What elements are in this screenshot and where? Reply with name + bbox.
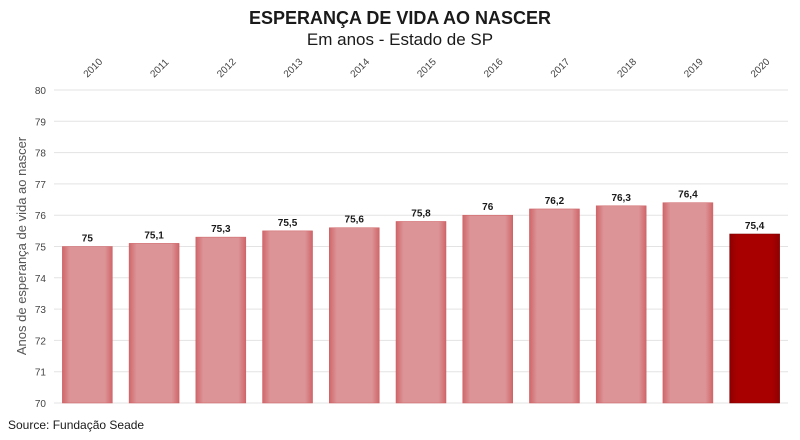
data-label: 75,4: [745, 221, 765, 232]
bar: [662, 202, 714, 404]
data-label: 76: [482, 202, 494, 213]
bar: [62, 246, 113, 404]
data-label: 76,4: [678, 190, 698, 201]
y-tick-label: 75: [35, 243, 47, 254]
x-tick-label: 2017: [549, 56, 573, 80]
y-tick-label: 79: [35, 117, 47, 128]
y-tick-label: 72: [35, 336, 47, 347]
bar: [595, 205, 647, 404]
data-label: 75: [82, 234, 94, 245]
bars: [62, 202, 780, 404]
bar: [329, 227, 380, 404]
bar: [262, 230, 313, 404]
data-label: 76,2: [545, 196, 565, 207]
bar: [128, 243, 180, 404]
y-tick-label: 76: [35, 211, 47, 222]
y-tick-label: 74: [35, 274, 47, 285]
x-tick-label: 2015: [415, 56, 439, 80]
y-tick-label: 71: [35, 368, 47, 379]
y-tick-label: 80: [35, 86, 47, 97]
y-tick-label: 78: [35, 149, 47, 160]
data-label: 75,8: [411, 208, 431, 219]
y-axis-ticks: 70 71 72 73 74 75 76 77 78 79 80: [35, 86, 47, 410]
data-label: 75,1: [144, 230, 164, 241]
x-tick-label: 2016: [482, 56, 506, 80]
data-label: 75,6: [345, 215, 365, 226]
x-tick-label: 2012: [215, 56, 239, 80]
chart-subtitle: Em anos - Estado de SP: [306, 30, 494, 49]
y-tick-label: 73: [35, 305, 47, 316]
bar: [195, 236, 247, 404]
chart-title: ESPERANÇA DE VIDA AO NASCER: [248, 8, 552, 28]
x-axis-ticks: 2010 2011 2012 2013 2014 2015 2016 2017 2018 2019…: [82, 56, 773, 80]
y-tick-label: 77: [35, 180, 47, 191]
source-note: Source: Fundação Seade: [8, 418, 145, 432]
data-label: 76,3: [611, 193, 631, 204]
x-tick-label: 2019: [682, 56, 706, 80]
bar: [529, 208, 580, 404]
y-axis-label: Anos de esperança de vida ao nascer: [14, 136, 29, 355]
y-tick-label: 70: [35, 399, 47, 410]
bar: [462, 214, 513, 404]
x-tick-label: 2013: [282, 56, 306, 80]
x-tick-label: 2020: [749, 56, 773, 80]
data-label: 75,3: [211, 224, 231, 235]
data-label: 75,5: [278, 218, 298, 229]
x-tick-label: 2018: [616, 56, 640, 80]
bar: [395, 221, 447, 404]
x-tick-label: 2010: [82, 56, 106, 80]
data-labels: 75 75,1 75,3 75,5 75,6 75,8 76 76,2 76,3 76,4 75,4: [82, 190, 765, 245]
bar: [729, 233, 780, 404]
x-tick-label: 2011: [148, 57, 171, 80]
x-tick-label: 2014: [349, 56, 373, 80]
